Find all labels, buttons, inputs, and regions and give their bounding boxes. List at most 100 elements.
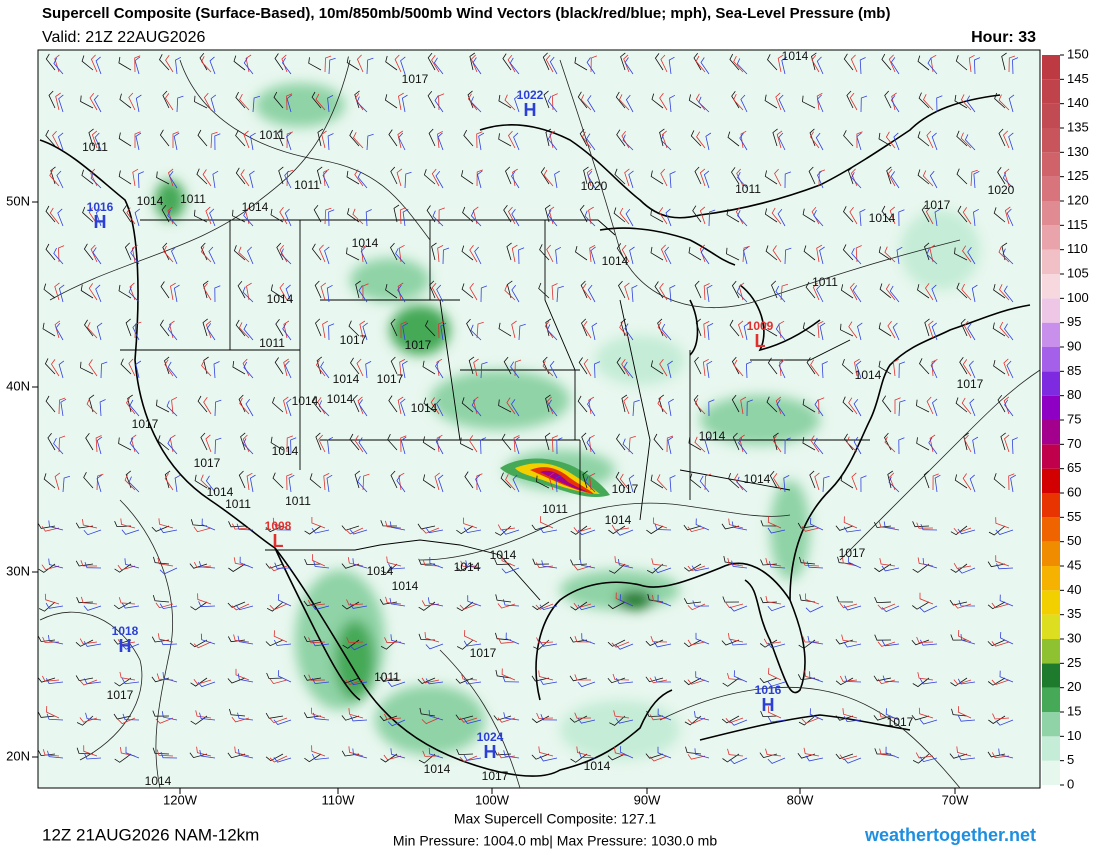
wind-barb bbox=[349, 529, 368, 535]
wind-barb bbox=[201, 56, 212, 73]
wind-barb bbox=[235, 604, 254, 611]
wind-barb bbox=[511, 209, 520, 227]
wind-barb bbox=[55, 92, 61, 111]
wind-barb bbox=[802, 95, 816, 109]
wind-barb bbox=[510, 361, 520, 379]
wind-barb bbox=[962, 245, 972, 263]
coastlines bbox=[39, 94, 1031, 777]
wind-barb bbox=[53, 247, 64, 265]
wind-barb bbox=[360, 246, 368, 265]
wind-barb bbox=[999, 594, 1014, 607]
wind-barb bbox=[384, 672, 402, 681]
wind-barb bbox=[738, 320, 744, 339]
wind-barb bbox=[551, 93, 558, 111]
wind-barb bbox=[743, 322, 750, 341]
wind-barb bbox=[929, 170, 938, 189]
wind-barb bbox=[114, 521, 132, 528]
wind-barb bbox=[282, 323, 292, 341]
wind-barb bbox=[898, 209, 905, 227]
isobar-label: 1014 bbox=[782, 49, 809, 63]
wind-barb bbox=[210, 94, 217, 113]
wind-barb bbox=[810, 131, 820, 149]
wind-barb bbox=[556, 285, 564, 303]
wind-barb bbox=[505, 166, 512, 185]
wind-barb bbox=[632, 399, 640, 417]
wind-barb bbox=[650, 170, 664, 185]
wind-barb bbox=[347, 208, 360, 223]
wind-barb bbox=[772, 435, 782, 453]
wind-barb bbox=[58, 284, 65, 303]
wind-barb bbox=[157, 435, 170, 451]
wind-barb bbox=[346, 247, 360, 261]
wind-barb bbox=[365, 209, 372, 227]
wind-barb bbox=[917, 672, 934, 681]
wind-barb bbox=[951, 708, 968, 717]
site-link[interactable]: weathertogether.net bbox=[864, 825, 1036, 845]
wind-barb bbox=[390, 634, 406, 645]
colorbar-label: 135 bbox=[1067, 119, 1089, 134]
wind-barb bbox=[349, 129, 360, 147]
wind-barb bbox=[361, 244, 368, 263]
wind-barb bbox=[235, 130, 246, 147]
wind-barb bbox=[114, 753, 132, 763]
wind-barb bbox=[47, 750, 64, 759]
wind-barb bbox=[594, 361, 601, 379]
wind-barb bbox=[957, 706, 972, 719]
colorbar-label: 100 bbox=[1067, 290, 1089, 305]
wind-barb bbox=[957, 567, 976, 574]
wind-barb bbox=[400, 435, 407, 453]
wind-barb bbox=[769, 470, 778, 489]
wind-barb bbox=[205, 206, 212, 225]
isobar-label: 1011 bbox=[180, 192, 206, 206]
wind-barb bbox=[45, 678, 64, 685]
wind-barb bbox=[76, 747, 94, 755]
wind-barb bbox=[357, 396, 364, 415]
wind-barb bbox=[621, 359, 630, 377]
isobar-label: 1014 bbox=[392, 579, 419, 593]
colorbar-label: 0 bbox=[1067, 776, 1074, 791]
wind-barb bbox=[508, 206, 516, 225]
wind-barb bbox=[934, 474, 941, 493]
isobar-label: 1014 bbox=[424, 762, 451, 776]
colorbar-label: 40 bbox=[1067, 582, 1081, 597]
wind-barb bbox=[765, 245, 778, 261]
isobar-label: 1017 bbox=[887, 715, 914, 729]
wind-barb bbox=[929, 244, 936, 263]
wind-barb bbox=[688, 246, 702, 261]
wind-barb bbox=[356, 96, 368, 113]
wind-barb bbox=[692, 600, 710, 607]
wind-barb bbox=[62, 475, 71, 493]
wind-barb bbox=[44, 358, 56, 375]
wind-barb bbox=[511, 284, 520, 303]
wind-barb bbox=[624, 282, 630, 301]
wind-barb bbox=[49, 207, 60, 225]
wind-barb bbox=[404, 171, 412, 189]
colorbar-label: 15 bbox=[1067, 703, 1081, 718]
wind-barb bbox=[90, 244, 98, 263]
wind-barb bbox=[198, 561, 216, 569]
wind-barb bbox=[539, 244, 550, 261]
map: 120W 110W 100W 90W 80W 70W50N40N30N20N1017101… bbox=[6, 49, 1041, 807]
wind-barb bbox=[898, 399, 906, 417]
wind-barb bbox=[807, 635, 824, 645]
wind-barb bbox=[855, 245, 862, 263]
wind-barb bbox=[498, 94, 512, 109]
wind-barb bbox=[85, 712, 102, 721]
wind-barb bbox=[265, 753, 284, 762]
wind-barb bbox=[898, 361, 906, 379]
wind-barb bbox=[390, 318, 398, 337]
wind-barb bbox=[266, 601, 284, 612]
wind-barb bbox=[311, 678, 330, 685]
wind-barb bbox=[237, 280, 246, 299]
wind-barb bbox=[424, 320, 436, 337]
wind-barb bbox=[495, 594, 512, 603]
wind-barb bbox=[967, 323, 976, 341]
wind-barb bbox=[120, 358, 132, 375]
wind-barb bbox=[669, 475, 676, 493]
wind-barb bbox=[118, 597, 136, 605]
wind-barb bbox=[683, 598, 702, 605]
colorbar-segment bbox=[1042, 225, 1060, 250]
wind-barb bbox=[467, 90, 474, 109]
wind-barb bbox=[506, 280, 513, 299]
wind-barb bbox=[311, 707, 326, 719]
